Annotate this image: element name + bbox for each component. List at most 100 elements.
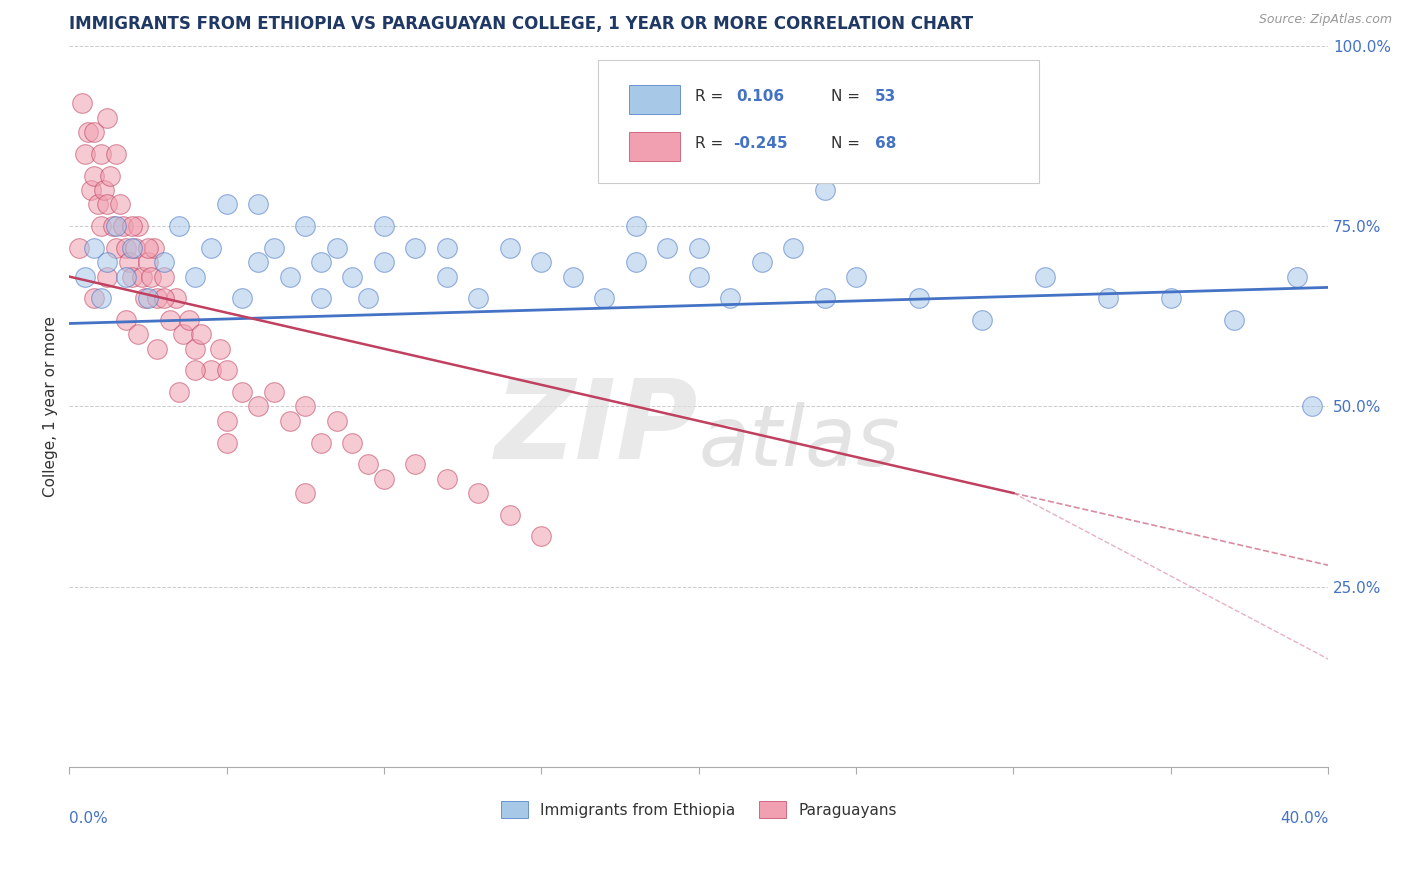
Point [139,269,162,284]
Point [105,241,128,255]
Point [96,111,118,125]
Point [190,327,212,342]
Point [200,363,222,377]
Point [90,291,112,305]
Point [115,313,138,327]
Point [134,291,156,305]
Text: IMMIGRANTS FROM ETHIOPIA VS PARAGUAYAN COLLEGE, 1 YEAR OR MORE CORRELATION CHART: IMMIGRANTS FROM ETHIOPIA VS PARAGUAYAN C… [69,15,973,33]
Point [146,291,169,305]
Point [172,327,194,342]
Point [263,241,285,255]
Point [561,269,583,284]
Point [121,269,143,284]
Text: 40.0%: 40.0% [1279,811,1329,826]
Point [136,241,159,255]
Point [436,269,458,284]
Point [309,291,332,305]
Point [169,385,191,400]
Point [436,241,458,255]
Text: R =: R = [695,136,723,151]
Point [73,269,96,284]
Point [115,241,138,255]
Point [215,363,238,377]
FancyBboxPatch shape [598,60,1039,183]
Point [121,241,143,255]
Point [499,508,522,522]
Point [111,219,134,233]
Text: 0.106: 0.106 [737,88,785,103]
Point [83,241,105,255]
Point [813,183,835,197]
Legend: Immigrants from Ethiopia, Paraguayans: Immigrants from Ethiopia, Paraguayans [495,795,903,824]
Point [247,400,270,414]
Point [1160,291,1182,305]
Point [294,400,316,414]
Point [231,385,253,400]
Point [908,291,931,305]
Point [121,219,143,233]
Text: R =: R = [695,88,723,103]
Text: 0.0%: 0.0% [69,811,108,826]
Point [143,241,166,255]
Point [67,241,90,255]
Point [86,197,108,211]
Point [93,183,115,197]
Point [782,241,804,255]
Point [1222,313,1244,327]
Point [152,269,174,284]
Text: Source: ZipAtlas.com: Source: ZipAtlas.com [1258,13,1392,27]
Point [309,435,332,450]
Point [96,269,118,284]
Point [357,291,380,305]
Point [404,457,426,471]
Point [1033,269,1056,284]
Point [294,219,316,233]
Point [845,269,868,284]
Point [70,96,93,111]
Point [105,219,128,233]
Y-axis label: College, 1 year or more: College, 1 year or more [44,316,58,497]
Text: 53: 53 [875,88,896,103]
Text: atlas: atlas [699,402,900,483]
Point [96,197,118,211]
Point [73,147,96,161]
Point [247,255,270,269]
Point [326,241,349,255]
Point [499,241,522,255]
Point [278,269,301,284]
Point [98,169,121,183]
Point [118,255,141,269]
Point [184,342,207,356]
Point [108,197,131,211]
Point [127,327,149,342]
Point [1301,400,1323,414]
Point [751,255,773,269]
Point [184,269,207,284]
Point [342,435,364,450]
Point [624,219,647,233]
Point [231,291,253,305]
Point [215,414,238,428]
Point [83,169,105,183]
Point [530,255,553,269]
Point [624,255,647,269]
Point [103,219,125,233]
Point [136,291,159,305]
Text: N =: N = [831,88,860,103]
Point [215,197,238,211]
Point [115,269,138,284]
Point [436,472,458,486]
Point [209,342,232,356]
Point [159,313,181,327]
Point [215,435,238,450]
Point [342,269,364,284]
Point [688,241,710,255]
Point [813,291,835,305]
Point [718,291,741,305]
Point [467,291,489,305]
Text: 68: 68 [875,136,896,151]
Text: -0.245: -0.245 [733,136,787,151]
FancyBboxPatch shape [630,132,681,161]
Point [326,414,349,428]
Point [169,219,191,233]
